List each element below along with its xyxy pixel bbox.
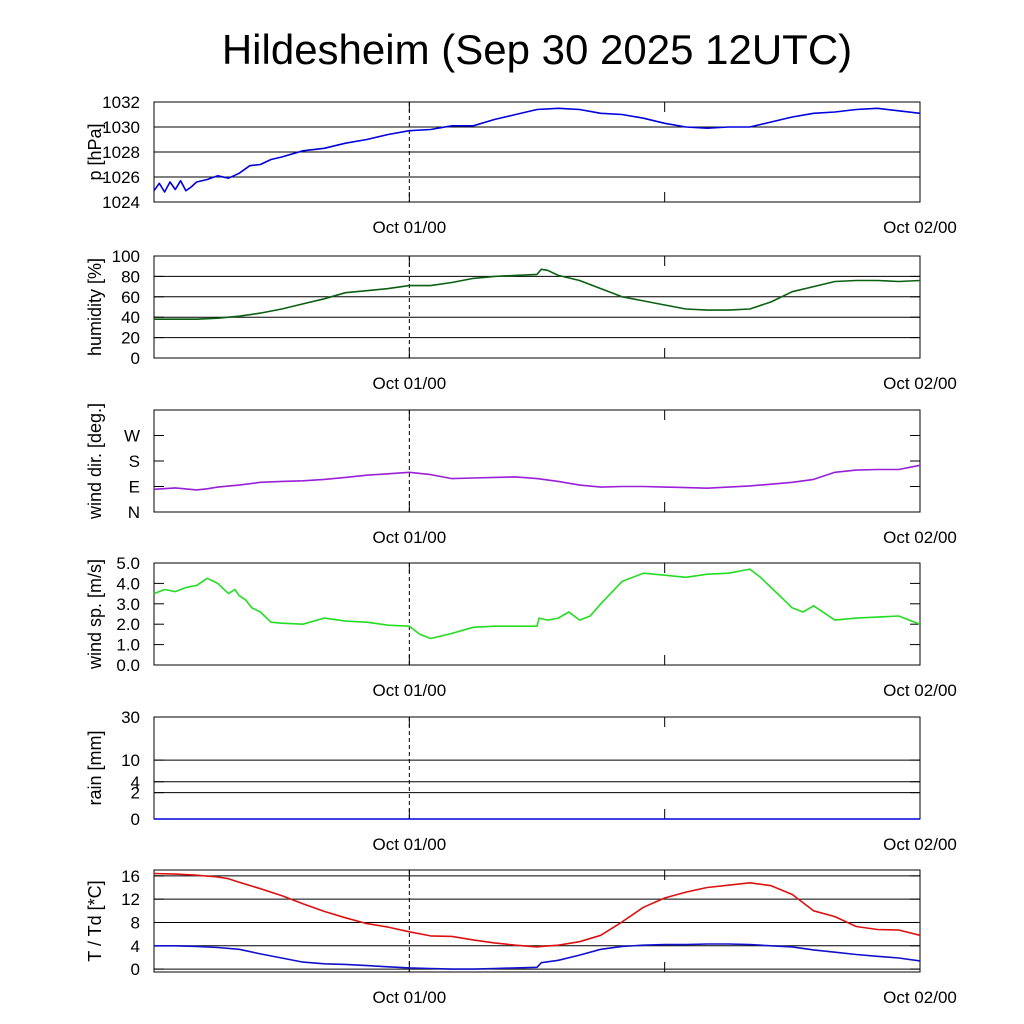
panel-frame-wind_direction xyxy=(153,409,921,513)
series-line-humidity xyxy=(154,268,921,321)
y-axis-label-temperature: T / Td [*C] xyxy=(85,880,105,961)
y-tick-label-rain-3: 10 xyxy=(121,751,140,770)
y-tick-label-pressure-2: 1028 xyxy=(102,143,140,162)
x-tick-label-wind_speed-0: Oct 01/00 xyxy=(372,681,446,700)
x-tick-label-temperature-1: Oct 02/00 xyxy=(883,988,957,1007)
y-tick-label-humidity-2: 40 xyxy=(121,308,140,327)
panel-frame-humidity xyxy=(153,255,921,359)
x-tick-label-temperature-0: Oct 01/00 xyxy=(372,988,446,1007)
panel-frame-rain xyxy=(153,716,921,820)
x-tick-label-pressure-1: Oct 02/00 xyxy=(883,218,957,237)
panel-temperature: 0 4 8 12 16 T / Td [*C] Oct 01/00 Oct 02/00 xyxy=(85,867,957,1007)
x-tick-label-humidity-0: Oct 01/00 xyxy=(372,374,446,393)
y-tick-label-pressure-4: 1032 xyxy=(102,93,140,112)
y-tick-label-rain-2: 4 xyxy=(131,773,140,792)
y-tick-label-wind_direction-3: W xyxy=(124,427,140,446)
x-tick-label-humidity-1: Oct 02/00 xyxy=(883,374,957,393)
series-line-temperature-t xyxy=(153,872,921,948)
y-tick-label-temperature-1: 4 xyxy=(131,937,140,956)
y-tick-label-humidity-3: 60 xyxy=(121,288,140,307)
y-tick-label-temperature-2: 8 xyxy=(131,913,140,932)
panel-frame-temperature xyxy=(153,869,921,973)
y-tick-label-humidity-4: 80 xyxy=(121,267,140,286)
x-tick-label-pressure-0: Oct 01/00 xyxy=(372,218,446,237)
series-line-pressure xyxy=(153,107,921,193)
panel-frame-pressure xyxy=(153,101,921,203)
y-tick-label-wind_speed-4: 4.0 xyxy=(116,574,140,593)
panel-wind_speed: 0.01.0 2.03.0 4.05.0 wind sp. [m/s] Oct 01/0… xyxy=(85,554,957,700)
y-axis-label-wind_direction: wind dir. [deg.] xyxy=(85,403,105,520)
y-tick-label-wind_speed-3: 3.0 xyxy=(116,595,140,614)
series-line-wind_direction xyxy=(153,464,921,491)
y-tick-label-pressure-1: 1026 xyxy=(102,168,140,187)
y-tick-label-wind_direction-0: N xyxy=(128,503,140,522)
y-axis-label-humidity: humidity [%] xyxy=(85,258,105,356)
y-tick-label-wind_direction-2: S xyxy=(129,452,140,471)
y-tick-label-rain-4: 30 xyxy=(121,708,140,727)
series-line-temperature-td xyxy=(154,943,921,970)
panel-pressure: 1024 1026 1028 1030 1032 p [hPa] Oct 01/00 Oct … xyxy=(85,93,957,237)
y-tick-label-wind_speed-2: 2.0 xyxy=(116,615,140,634)
y-tick-label-humidity-5: 100 xyxy=(112,247,140,266)
y-tick-label-temperature-4: 16 xyxy=(121,867,140,886)
x-tick-label-rain-1: Oct 02/00 xyxy=(883,835,957,854)
series-line-wind_speed xyxy=(153,568,921,640)
y-tick-label-wind_speed-0: 0.0 xyxy=(116,656,140,675)
y-tick-label-temperature-0: 0 xyxy=(131,960,140,979)
y-tick-label-pressure-0: 1024 xyxy=(102,193,140,212)
x-tick-label-rain-0: Oct 01/00 xyxy=(372,835,446,854)
y-tick-label-wind_speed-5: 5.0 xyxy=(116,554,140,573)
y-tick-label-rain-0: 0 xyxy=(131,810,140,829)
y-tick-label-humidity-1: 20 xyxy=(121,329,140,348)
x-tick-label-wind_direction-1: Oct 02/00 xyxy=(883,528,957,547)
panel-frame-wind_speed xyxy=(153,562,921,666)
y-axis-label-wind_speed: wind sp. [m/s] xyxy=(85,559,105,670)
y-axis-label-rain: rain [mm] xyxy=(85,730,105,805)
panel-rain: 0 24 10 30 rain [mm] Oct 01/00 Oct 02/00 xyxy=(85,708,957,854)
chart-title: Hildesheim (Sep 30 2025 12UTC) xyxy=(222,26,852,73)
y-tick-label-rain-1: 2 xyxy=(131,784,140,803)
x-tick-label-wind_direction-0: Oct 01/00 xyxy=(372,528,446,547)
y-tick-label-pressure-3: 1030 xyxy=(102,118,140,137)
y-tick-label-temperature-3: 12 xyxy=(121,890,140,909)
y-tick-label-humidity-0: 0 xyxy=(131,349,140,368)
x-tick-label-wind_speed-1: Oct 02/00 xyxy=(883,681,957,700)
y-tick-label-wind_speed-1: 1.0 xyxy=(116,636,140,655)
y-axis-label-pressure: p [hPa] xyxy=(85,123,105,180)
y-tick-label-wind_direction-1: E xyxy=(129,478,140,497)
